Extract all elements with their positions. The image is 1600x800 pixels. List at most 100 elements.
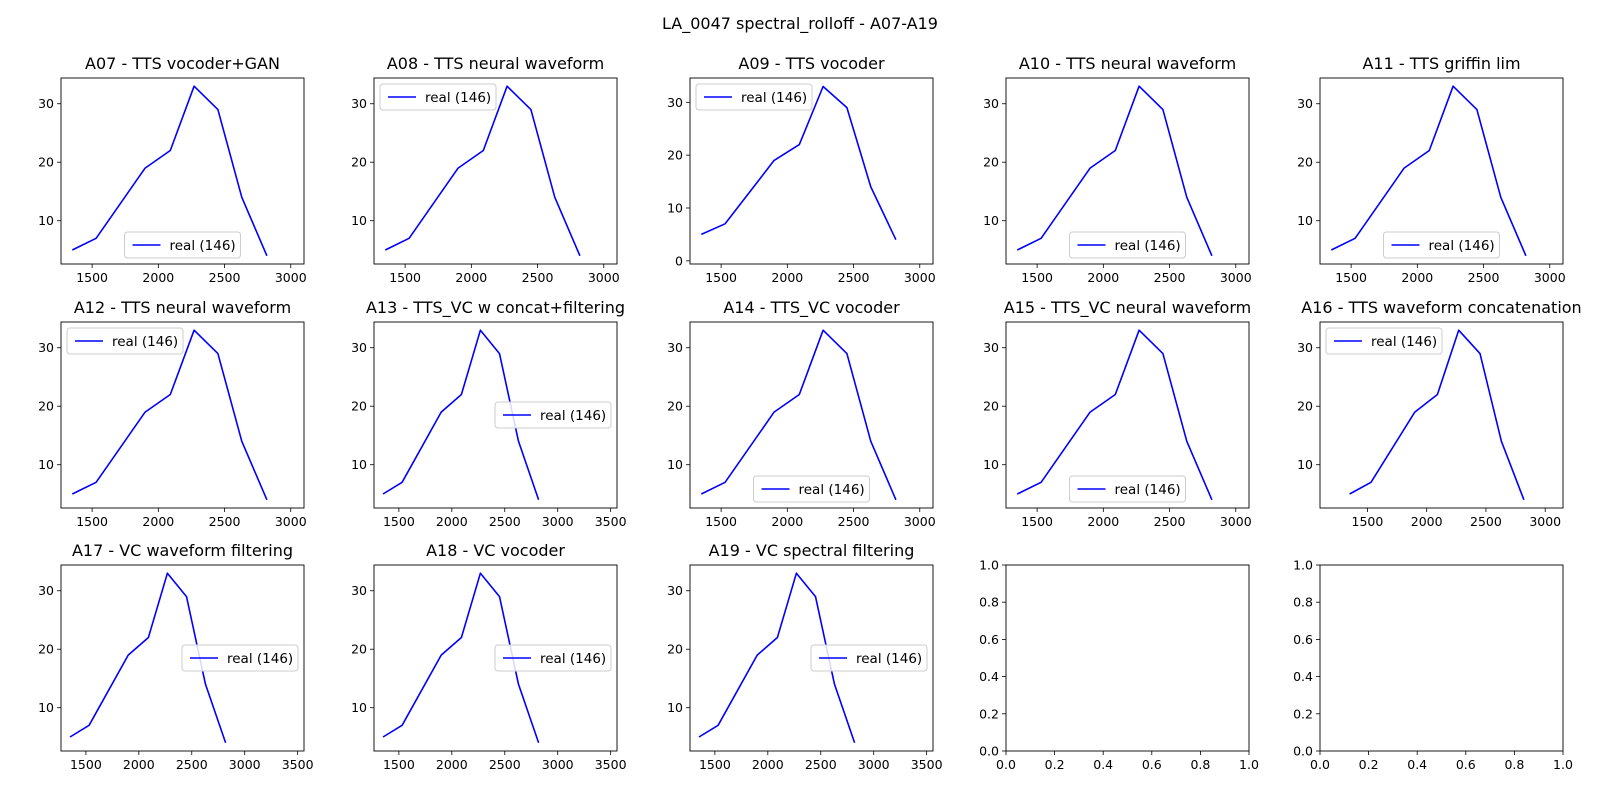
y-tick-label: 30 (667, 583, 683, 598)
y-tick-label: 0.4 (1293, 669, 1313, 684)
legend-box (124, 231, 241, 259)
legend-label: real (146) (540, 651, 606, 667)
x-tick-label: 2000 (752, 757, 784, 772)
x-tick-label: 1500 (1352, 514, 1384, 529)
y-tick-label: 20 (667, 148, 683, 163)
y-tick-label: 1.0 (1293, 558, 1313, 573)
panel-9: A15 - TTS_VC neural waveform 1500 2000 2500… (983, 298, 1252, 529)
x-tick-label: 3500 (595, 757, 627, 772)
legend-label: real (146) (856, 651, 922, 667)
panel-title: A16 - TTS waveform concatenation (1301, 298, 1581, 317)
x-tick-label: 2500 (522, 270, 554, 285)
x-tick-label: 2000 (1401, 270, 1433, 285)
legend-box (379, 83, 497, 111)
y-tick-label: 0.2 (1293, 706, 1313, 721)
y-tick-label: 20 (1297, 399, 1313, 414)
legend: real (146) (1069, 475, 1186, 503)
series-line (1016, 329, 1213, 501)
x-tick-label: 2500 (1470, 514, 1502, 529)
panel-title: A13 - TTS_VC w concat+filtering (366, 298, 625, 318)
y-tick-label: 0 (675, 253, 683, 268)
y-tick-label: 30 (1297, 96, 1313, 111)
axes-frame (373, 321, 618, 509)
y-tick-label: 10 (983, 457, 999, 472)
legend: real (146) (181, 644, 299, 672)
y-tick-label: 0.6 (1293, 632, 1313, 647)
legend-label: real (146) (425, 90, 491, 106)
x-tick-label: 3000 (1220, 270, 1252, 285)
legend-box (1069, 475, 1186, 503)
x-tick-label: 2500 (805, 757, 837, 772)
y-tick-label: 10 (667, 700, 683, 715)
axes-frame (60, 564, 305, 752)
legend: real (146) (695, 83, 813, 111)
x-tick-label: 0.6 (1142, 757, 1162, 772)
x-tick-label: 2500 (209, 514, 241, 529)
y-tick-label: 20 (351, 155, 367, 170)
legend-box (494, 644, 612, 672)
legend-label: real (146) (799, 482, 865, 498)
x-tick-label: 2000 (436, 514, 468, 529)
y-tick-label: 30 (38, 340, 54, 355)
y-tick-label: 10 (38, 457, 54, 472)
y-tick-label: 30 (667, 95, 683, 110)
panel-title: A12 - TTS neural waveform (74, 298, 291, 317)
panel-title: A08 - TTS neural waveform (387, 54, 604, 73)
x-tick-label: 3000 (275, 270, 307, 285)
legend-box (810, 644, 928, 672)
panel-title: A15 - TTS_VC neural waveform (1004, 298, 1251, 318)
legend-box (1325, 327, 1443, 355)
legend-box (753, 475, 870, 503)
legend-label: real (146) (1371, 334, 1437, 350)
x-tick-label: 2000 (771, 270, 803, 285)
x-tick-label: 0.2 (1359, 757, 1379, 772)
x-tick-label: 1500 (76, 270, 108, 285)
y-tick-label: 20 (38, 642, 54, 657)
x-tick-label: 0.0 (1310, 757, 1330, 772)
legend: real (146) (1325, 327, 1443, 355)
x-tick-label: 0.4 (1407, 757, 1427, 772)
x-tick-label: 2500 (838, 270, 870, 285)
panel-13: A19 - VC spectral filtering 1500 2000 2500 3… (667, 541, 943, 772)
panel-title: A14 - TTS_VC vocoder (723, 298, 900, 318)
x-tick-label: 1.0 (1553, 757, 1573, 772)
x-tick-label: 3000 (542, 514, 574, 529)
panel-7: A13 - TTS_VC w concat+filtering 1500 2000 2… (351, 298, 627, 529)
y-tick-label: 10 (1297, 457, 1313, 472)
legend-label: real (146) (1115, 482, 1181, 498)
series-line (1016, 85, 1213, 257)
x-tick-label: 1500 (1335, 270, 1367, 285)
x-tick-label: 2000 (436, 757, 468, 772)
panel-title: A10 - TTS neural waveform (1019, 54, 1236, 73)
y-tick-label: 0.8 (1293, 595, 1313, 610)
axes-frame (1319, 77, 1564, 265)
x-tick-label: 1500 (383, 514, 415, 529)
x-tick-label: 1500 (1021, 270, 1053, 285)
y-tick-label: 30 (351, 96, 367, 111)
x-tick-label: 2500 (209, 270, 241, 285)
panel-15: 0.0 0.2 0.4 0.6 0.8 1.0 0.0 0.2 0.4 0.6 0.8 1.0 (1293, 558, 1573, 773)
y-tick-label: 30 (983, 96, 999, 111)
x-tick-label: 2000 (142, 270, 174, 285)
legend: real (146) (66, 327, 184, 355)
legend-label: real (146) (112, 334, 178, 350)
axes-frame (689, 564, 934, 752)
panel-12: A18 - VC vocoder 1500 2000 2500 3000 3500 10 20… (351, 541, 627, 772)
x-tick-label: 3000 (904, 270, 936, 285)
x-tick-label: 2500 (489, 757, 521, 772)
x-tick-label: 3000 (542, 757, 574, 772)
x-tick-label: 3000 (1534, 270, 1566, 285)
y-tick-label: 20 (351, 399, 367, 414)
y-tick-label: 10 (983, 213, 999, 228)
legend-label: real (146) (540, 408, 606, 424)
legend-box (494, 401, 612, 429)
x-tick-label: 3500 (282, 757, 314, 772)
y-tick-label: 20 (983, 399, 999, 414)
x-tick-label: 3000 (1529, 514, 1561, 529)
y-tick-label: 30 (667, 340, 683, 355)
series-line (700, 329, 897, 501)
y-tick-label: 20 (38, 399, 54, 414)
y-tick-label: 1.0 (979, 558, 999, 573)
y-tick-label: 30 (38, 583, 54, 598)
axes-frame (373, 77, 618, 265)
